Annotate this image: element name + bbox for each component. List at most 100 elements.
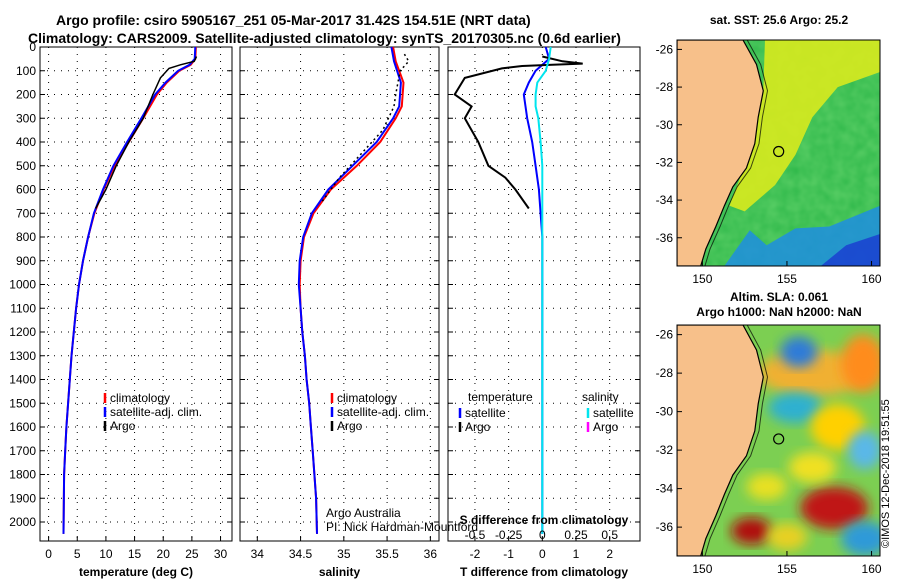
temperature-profile-series-climatology xyxy=(62,46,197,534)
depth-tick-label: 1400 xyxy=(9,373,36,387)
difference-legend-label: Argo xyxy=(593,420,619,434)
sst-map-title: sat. SST: 25.6 Argo: 25.2 xyxy=(709,13,849,27)
salinity-profile-legend-label: climatology xyxy=(337,391,397,405)
sla-map-frame xyxy=(676,324,881,557)
depth-tick-label: 2000 xyxy=(9,515,36,529)
difference-xtick2-label: 0.25 xyxy=(564,528,588,542)
sla-anomaly-blob xyxy=(766,523,808,551)
salinity-profile-series-argo xyxy=(321,53,410,202)
sla-map-argo-position-marker xyxy=(773,433,785,445)
sst-map-land xyxy=(677,40,764,266)
temperature-profile-xtick-label: 0 xyxy=(45,547,52,561)
temperature-profile-xtick-label: 25 xyxy=(185,547,199,561)
temperature-profile-xtick-label: 5 xyxy=(74,547,81,561)
sla-map-ytick-label: -30 xyxy=(656,405,674,419)
difference-xlabel2: S difference from climatology xyxy=(460,513,629,527)
credit-line2: PI: Nick Hardman-Mountford xyxy=(326,520,479,534)
sla-anomaly-blob xyxy=(847,430,880,470)
temperature-profile-xtick-label: 30 xyxy=(214,547,228,561)
salinity-profile-xtick-label: 34 xyxy=(251,547,265,561)
salinity-profile-frame xyxy=(239,46,440,542)
depth-tick-label: 0 xyxy=(29,40,36,54)
sst-map-ytick-label: -28 xyxy=(656,80,674,94)
sst-map-ytick-label: -30 xyxy=(656,118,674,132)
temperature-profile-xtick-label: 15 xyxy=(128,547,142,561)
sla-map-xtick-label: 155 xyxy=(777,562,797,576)
depth-tick-label: 700 xyxy=(16,206,36,220)
difference-profile-series-temperature-satellite xyxy=(522,46,551,534)
figure-title-line2: Climatology: CARS2009. Satellite-adjuste… xyxy=(28,30,621,46)
salinity-profile-xtick-label: 35 xyxy=(337,547,351,561)
difference-profile-xlabel: T difference from climatology xyxy=(460,565,628,579)
depth-tick-label: 1000 xyxy=(9,278,36,292)
sla-anomaly-blob xyxy=(768,392,823,424)
sst-map-ytick-label: -34 xyxy=(656,193,674,207)
sla-map-ytick-label: -34 xyxy=(656,482,674,496)
salinity-profile-xtick-label: 36 xyxy=(424,547,438,561)
temperature-profile-series-argo xyxy=(94,56,198,209)
depth-tick-label: 800 xyxy=(16,230,36,244)
salinity-profile-xtick-label: 34.5 xyxy=(289,547,313,561)
salinity-profile-legend-label: Argo xyxy=(337,419,363,433)
difference-xtick2-label: 0 xyxy=(539,528,546,542)
salinity-profile-legend-label: satellite-adj. clim. xyxy=(337,405,429,419)
depth-tick-label: 900 xyxy=(16,254,36,268)
depth-tick-label: 1100 xyxy=(10,301,36,315)
sla-anomaly-blob xyxy=(731,517,772,545)
temperature-profile-series-satellite-adj--clim- xyxy=(62,46,197,534)
temperature-profile-legend-label: satellite-adj. clim. xyxy=(110,405,202,419)
difference-profile-xtick-label: -1 xyxy=(503,547,514,561)
sst-cold-water xyxy=(820,233,880,266)
depth-tick-label: 400 xyxy=(16,135,36,149)
difference-profile-xtick-label: 1 xyxy=(573,547,580,561)
difference-profile-frame xyxy=(447,46,641,542)
temperature-profile-legend-label: climatology xyxy=(110,391,170,405)
sla-anomaly-blob xyxy=(841,521,880,556)
sla-anomaly-blob xyxy=(746,473,787,501)
sst-map-field xyxy=(677,40,880,266)
sst-map-frame xyxy=(676,39,881,267)
sla-anomaly-blob xyxy=(841,334,880,393)
difference-profile-xtick-label: -2 xyxy=(470,547,481,561)
sla-map-xtick-label: 160 xyxy=(862,562,882,576)
sla-map-ytick-label: -26 xyxy=(656,328,674,342)
difference-legend-header: temperature xyxy=(468,390,533,404)
temperature-profile-xlabel: temperature (deg C) xyxy=(79,565,193,579)
salinity-profile-panel xyxy=(239,46,440,542)
sst-warm-current xyxy=(729,40,880,212)
sst-map-argo-position-marker xyxy=(773,145,785,158)
salinity-profile-xlabel: salinity xyxy=(319,565,361,579)
sst-map-xtick-label: 150 xyxy=(692,272,712,286)
depth-tick-label: 1900 xyxy=(9,491,36,505)
difference-legend-header: salinity xyxy=(582,390,619,404)
depth-tick-label: 1200 xyxy=(9,325,36,339)
sla-anomaly-blob xyxy=(780,336,818,368)
difference-profile-xtick-label: 0 xyxy=(539,547,546,561)
difference-profile-series-salinity-satellite xyxy=(534,46,552,534)
sla-map-title-line2: Argo h1000: NaN h2000: NaN xyxy=(696,305,862,319)
figure-title-line1: Argo profile: csiro 5905167_251 05-Mar-2… xyxy=(56,12,531,28)
depth-tick-label: 1300 xyxy=(9,349,36,363)
sla-anomaly-blob xyxy=(788,452,837,483)
temperature-profile-legend-label: Argo xyxy=(110,419,136,433)
sst-map-ytick-label: -32 xyxy=(656,155,674,169)
difference-legend-label: Argo xyxy=(465,420,491,434)
sst-map-ytick-label: -36 xyxy=(656,231,674,245)
salinity-profile-xtick-label: 35.5 xyxy=(375,547,399,561)
sla-map-ytick-label: -28 xyxy=(656,366,674,380)
difference-profile-series-temperature-argo xyxy=(453,55,583,210)
sla-map-xtick-label: 150 xyxy=(692,562,712,576)
sla-map-title-line1: Altim. SLA: 0.061 xyxy=(729,290,829,304)
sst-map-shelf-contour xyxy=(704,40,769,266)
sla-map xyxy=(676,324,881,557)
sst-map-xtick-label: 160 xyxy=(862,272,882,286)
difference-xtick2-label: -0.5 xyxy=(465,528,486,542)
depth-tick-label: 500 xyxy=(16,159,36,173)
difference-profile-panel xyxy=(447,46,641,542)
sst-map-xtick-label: 155 xyxy=(777,272,797,286)
sla-anomaly-blob xyxy=(800,486,869,530)
depth-tick-label: 600 xyxy=(16,183,36,197)
salinity-profile-series-climatology xyxy=(298,46,405,534)
sst-map xyxy=(676,39,881,267)
